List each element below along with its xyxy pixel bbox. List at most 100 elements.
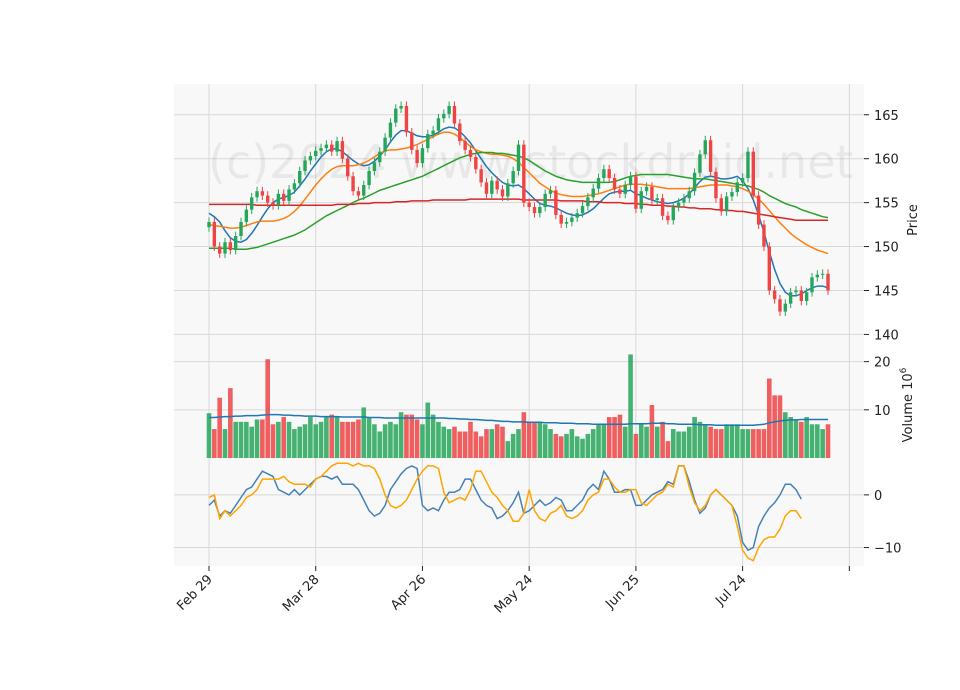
candle [458, 119, 462, 146]
candle [399, 101, 403, 113]
candle [249, 192, 254, 215]
volume-bar [526, 421, 532, 458]
y-tick-label: 165 [874, 109, 899, 124]
candle-body [804, 292, 809, 302]
volume-bar [558, 436, 564, 458]
volume-bar [276, 421, 281, 458]
candle-body [303, 160, 307, 171]
volume-bar [516, 429, 521, 458]
volume-bar [217, 397, 222, 458]
volume-bar [590, 429, 596, 458]
candle-body [223, 242, 227, 254]
candle-body [815, 274, 820, 278]
y-tick-label: 0 [874, 489, 882, 504]
indicator-panel-background [174, 458, 864, 566]
volume-bar [302, 424, 308, 458]
volume-bar [420, 424, 425, 458]
volume-bar [462, 431, 468, 458]
candle-body [276, 193, 281, 206]
candle-body [362, 185, 366, 196]
candle-body [618, 189, 622, 194]
candle [447, 101, 451, 119]
candle [628, 171, 633, 190]
candle [260, 186, 265, 200]
candle-body [399, 105, 403, 109]
candle-body [591, 188, 595, 198]
candle-body [447, 105, 451, 114]
volume-bar [718, 429, 724, 458]
volume-bar [612, 417, 617, 458]
y-tick-label: 20 [874, 356, 891, 371]
candle [719, 193, 723, 216]
candle-body [607, 169, 611, 179]
candle [799, 286, 804, 306]
candle-body [650, 186, 654, 200]
y-tick-label: 10 [874, 404, 891, 419]
candle [516, 140, 521, 176]
volume-bar [740, 429, 745, 458]
candle-body [410, 132, 414, 150]
candle-body [794, 290, 798, 293]
candle-body [762, 224, 766, 247]
candle-body [543, 193, 547, 208]
candle [676, 198, 681, 212]
candle [554, 185, 558, 220]
candle [783, 299, 788, 316]
candle-body [324, 144, 329, 149]
candle-body [298, 170, 302, 184]
volume-bar [532, 421, 537, 458]
candle [543, 189, 547, 212]
volume-bar [484, 429, 489, 458]
candle-body [751, 151, 755, 196]
candle [559, 210, 563, 229]
x-tick-label: Feb 29 [174, 572, 216, 614]
volume-bar [270, 424, 276, 458]
candle [404, 101, 409, 137]
volume-bar [494, 424, 500, 458]
candle-body [394, 108, 398, 123]
candle-body [810, 277, 814, 293]
candle-body [228, 242, 233, 251]
volume-bar [350, 421, 356, 458]
candle-body [548, 190, 553, 194]
candle [639, 186, 643, 214]
candle-body [575, 213, 579, 218]
candle-body [580, 206, 585, 214]
price-panel-background [174, 84, 864, 352]
volume-bar [313, 424, 319, 458]
volume-bar [297, 426, 303, 458]
volume-bar [505, 441, 511, 458]
volume-bar [249, 426, 254, 458]
y-tick-label: 145 [874, 284, 899, 299]
volume-bar [542, 424, 548, 458]
volume-bar [425, 402, 431, 458]
candle [804, 287, 809, 306]
volume-bar [233, 421, 238, 458]
candle-body [788, 292, 793, 304]
volume-bar [745, 429, 751, 458]
candle [767, 242, 772, 295]
candle [463, 136, 467, 155]
volume-bar [729, 424, 735, 458]
candle [762, 220, 766, 251]
candle-body [756, 195, 761, 225]
candle [756, 191, 761, 229]
candle-body [655, 198, 659, 200]
volume-bar [633, 433, 639, 458]
candle [468, 145, 473, 162]
candle-body [538, 207, 542, 214]
candle-body [730, 192, 734, 197]
volume-bar [702, 424, 708, 458]
volume-bar [713, 429, 719, 458]
volume-bar [281, 417, 287, 458]
candle [479, 164, 483, 187]
y-tick-label: 155 [874, 197, 899, 212]
volume-bar [222, 429, 228, 458]
candle-body [372, 162, 377, 171]
candle [426, 129, 430, 153]
volume-bar [446, 429, 452, 458]
candle-body [479, 169, 483, 183]
candle-body [330, 144, 334, 152]
candle-body [436, 118, 441, 131]
volume-bar [382, 424, 388, 458]
